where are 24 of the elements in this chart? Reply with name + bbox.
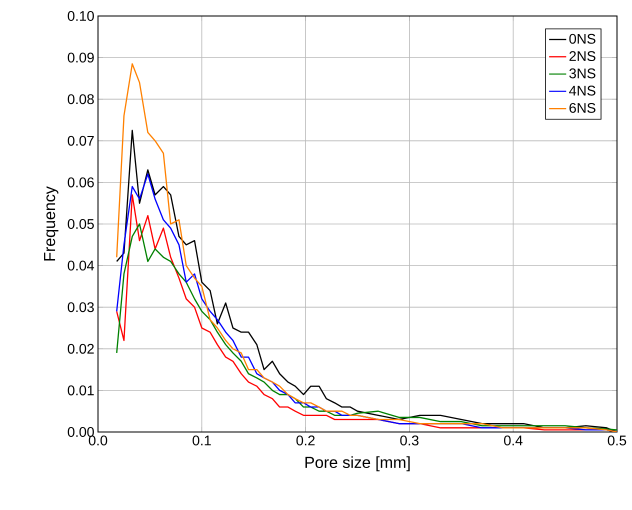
y-tick-label: 0.04 bbox=[68, 260, 94, 271]
y-tick-label: 0.07 bbox=[68, 136, 94, 146]
x-tick-label: 0.2 bbox=[296, 436, 315, 446]
legend-label: 2NS bbox=[570, 51, 596, 62]
x-tick-label: 0.3 bbox=[400, 436, 419, 446]
x-tick-label: 0.1 bbox=[192, 436, 211, 446]
y-axis-title: Frequency bbox=[44, 186, 58, 260]
y-tick-label: 0.02 bbox=[68, 344, 94, 354]
y-tick-label: 0.06 bbox=[68, 177, 94, 188]
legend-label: 3NS bbox=[569, 68, 596, 78]
y-tick-label: 0.09 bbox=[68, 52, 94, 63]
y-tick-label: 0.00 bbox=[68, 427, 94, 437]
y-tick-label: 0.01 bbox=[68, 385, 94, 396]
x-axis-title: Pore size [mm] bbox=[305, 456, 410, 472]
legend-label: 6NS bbox=[570, 102, 596, 113]
legend-label: 4NS bbox=[569, 86, 596, 96]
y-tick-label: 0.03 bbox=[68, 302, 94, 312]
y-tick-label: 0.05 bbox=[68, 219, 94, 229]
x-tick-label: 0.5 bbox=[608, 436, 626, 446]
legend-label: 0NS bbox=[569, 34, 596, 44]
y-tick-label: 0.08 bbox=[68, 94, 94, 104]
x-tick-label: 0.4 bbox=[504, 436, 523, 446]
x-tick-label: 0.0 bbox=[88, 436, 108, 446]
y-tick-label: 0.10 bbox=[68, 11, 94, 21]
